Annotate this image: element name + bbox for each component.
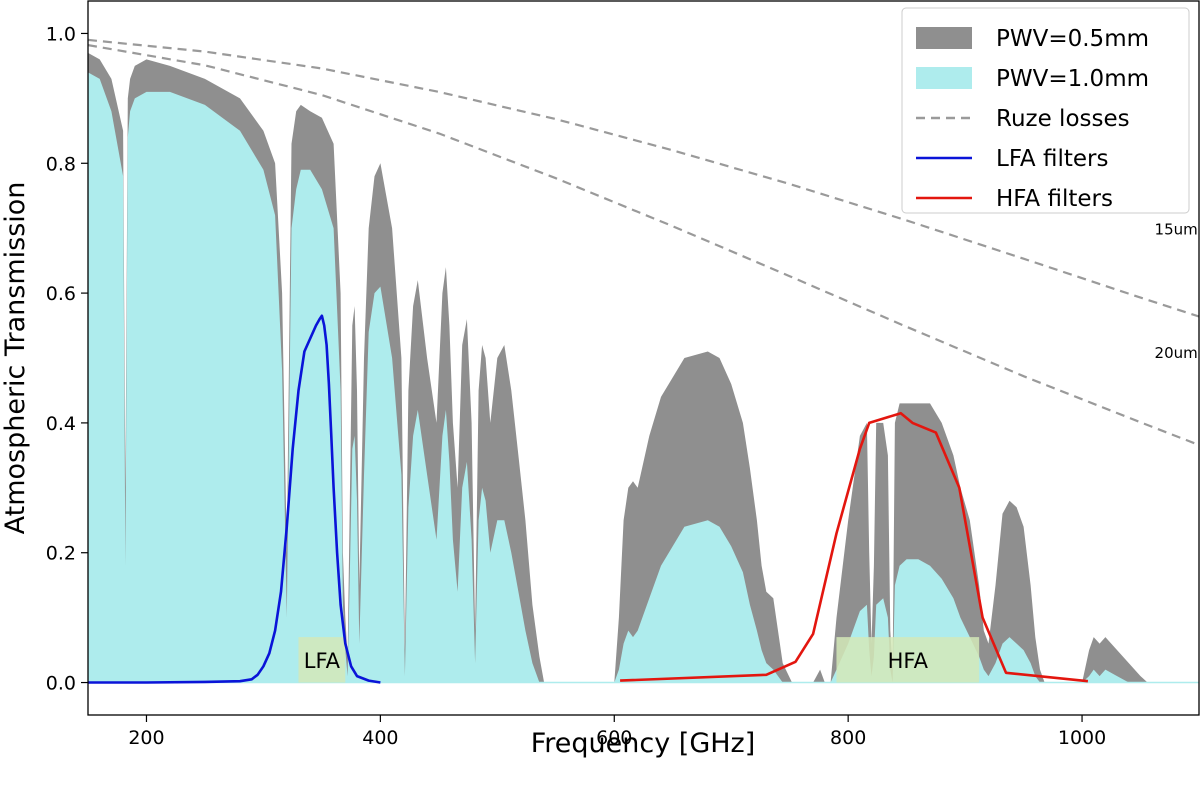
x-tick-label: 200 bbox=[128, 727, 164, 749]
ruze-annotation-15um: 15um bbox=[1155, 221, 1198, 239]
y-tick-label: 1.0 bbox=[46, 23, 76, 45]
ruze-annotation-20um: 20um bbox=[1155, 344, 1198, 362]
y-tick-label: 0.2 bbox=[46, 543, 76, 565]
legend-label-ruze: Ruze losses bbox=[996, 106, 1130, 132]
band-label-lfa: LFA bbox=[304, 649, 341, 673]
x-axis-title: Frequency [GHz] bbox=[531, 728, 756, 759]
y-tick-label: 0.6 bbox=[46, 283, 76, 305]
series-line-lfa-filters bbox=[88, 314, 381, 684]
y-tick-label: 0.4 bbox=[46, 413, 76, 435]
legend-label-pwv05: PWV=0.5mm bbox=[996, 26, 1149, 52]
legend-swatch-pwv10 bbox=[916, 67, 972, 89]
x-tick-label: 800 bbox=[830, 727, 866, 749]
series-line-hfa-filters bbox=[620, 411, 1089, 683]
plot-frame bbox=[87, 0, 1200, 716]
legend-swatch-pwv05 bbox=[916, 27, 972, 49]
series-line-ruze-losses-20um bbox=[88, 44, 1199, 447]
series-area-pwv-1-0mm bbox=[88, 72, 1199, 683]
x-tick-label: 600 bbox=[596, 727, 632, 749]
legend-label-hfa: HFA filters bbox=[996, 186, 1113, 212]
x-tick-label: 1000 bbox=[1058, 727, 1106, 749]
band-rect-lfa bbox=[298, 637, 346, 683]
legend-label-lfa: LFA filters bbox=[996, 146, 1108, 172]
y-axis-title: Atmospheric Transmission bbox=[0, 182, 31, 535]
band-rect-hfa bbox=[836, 637, 980, 683]
legend-box bbox=[901, 7, 1190, 214]
band-label-hfa: HFA bbox=[888, 649, 929, 673]
legend: PWV=0.5mm PWV=1.0mm Ruze losses LFA filters… bbox=[901, 7, 1190, 214]
y-tick-label: 0.0 bbox=[46, 673, 76, 695]
x-tick-label: 400 bbox=[362, 727, 398, 749]
series-line-ruze-losses-15um bbox=[88, 38, 1199, 318]
y-tick-label: 0.8 bbox=[46, 153, 76, 175]
legend-label-pwv10: PWV=1.0mm bbox=[996, 66, 1149, 92]
